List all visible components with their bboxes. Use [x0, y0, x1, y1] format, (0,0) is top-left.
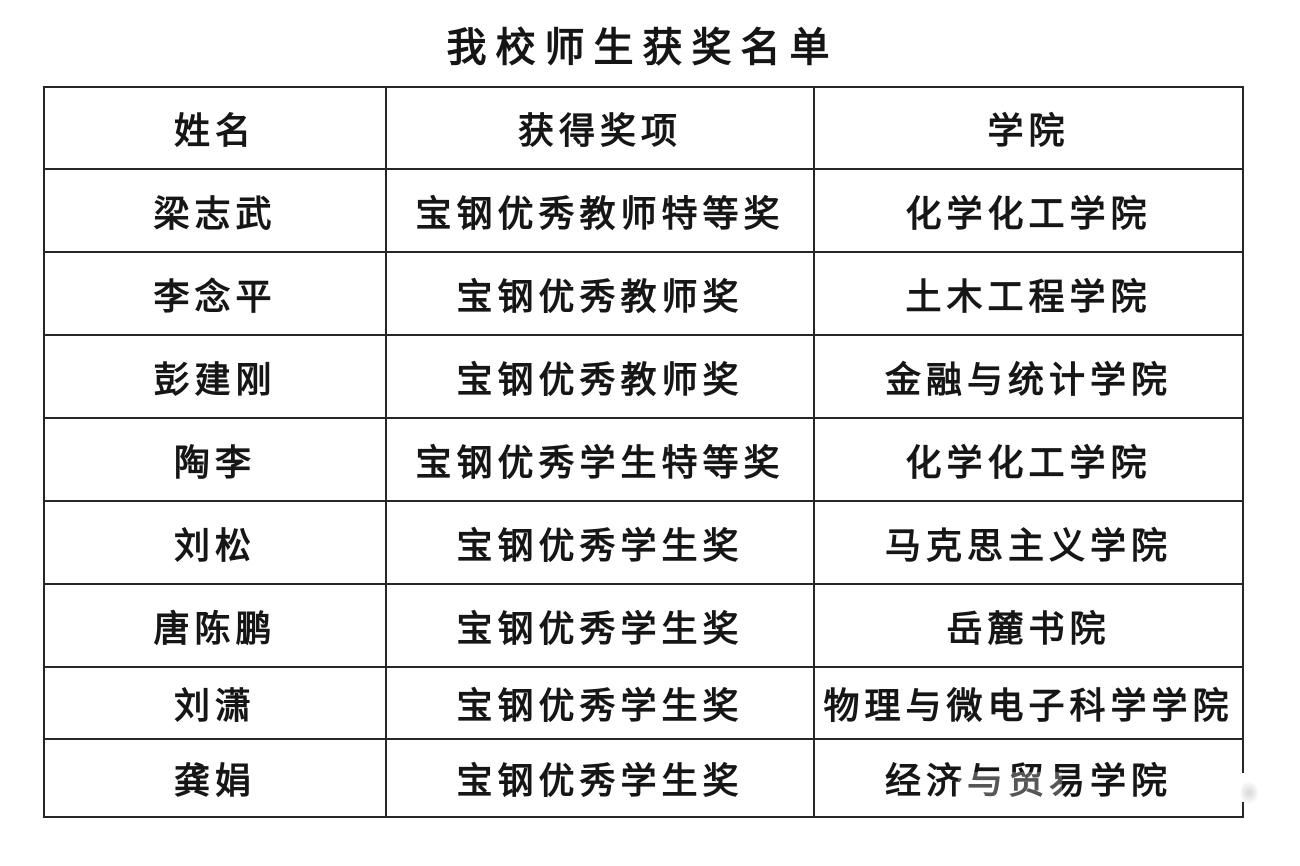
column-header-name: 姓名	[43, 86, 387, 170]
cell-college: 岳麓书院	[813, 583, 1244, 668]
cell-award: 宝钢优秀教师奖	[385, 334, 815, 419]
cell-college: 化学化工学院	[813, 168, 1244, 253]
table-row: 刘松 宝钢优秀学生奖 马克思主义学院	[43, 500, 1244, 585]
table-row: 陶李 宝钢优秀学生特等奖 化学化工学院	[43, 417, 1244, 502]
table-row: 刘潇 宝钢优秀学生奖 物理与微电子科学学院	[43, 666, 1244, 740]
cell-award: 宝钢优秀学生奖	[385, 583, 815, 668]
table-row: 唐陈鹏 宝钢优秀学生奖 岳麓书院	[43, 583, 1244, 668]
cell-college: 土木工程学院	[813, 251, 1244, 336]
cell-name: 陶李	[43, 417, 387, 502]
cell-name: 梁志武	[43, 168, 387, 253]
cell-award: 宝钢优秀学生奖	[385, 500, 815, 585]
cell-award: 宝钢优秀学生特等奖	[385, 417, 815, 502]
cell-college: 金融与统计学院	[813, 334, 1244, 419]
column-header-college: 学院	[813, 86, 1244, 170]
cell-award: 宝钢优秀教师奖	[385, 251, 815, 336]
cell-award: 宝钢优秀教师特等奖	[385, 168, 815, 253]
cell-college: 物理与微电子科学学院	[813, 666, 1244, 740]
cell-college: 化学化工学院	[813, 417, 1244, 502]
cell-name: 龚娟	[43, 738, 387, 818]
cell-name: 刘松	[43, 500, 387, 585]
cell-name: 刘潇	[43, 666, 387, 740]
cell-award: 宝钢优秀学生奖	[385, 666, 815, 740]
cell-name: 唐陈鹏	[43, 583, 387, 668]
cell-name: 李念平	[43, 251, 387, 336]
table-row: 李念平 宝钢优秀教师奖 土木工程学院	[43, 251, 1244, 336]
table-row: 龚娟 宝钢优秀学生奖 经济与贸易学院	[43, 738, 1244, 818]
column-header-award: 获得奖项	[385, 86, 815, 170]
cell-award: 宝钢优秀学生奖	[385, 738, 815, 818]
header-row: 姓名 获得奖项 学院	[43, 86, 1244, 170]
watermark-artifact-text-fade	[958, 772, 1062, 810]
watermark-artifact-border-gap	[1237, 773, 1245, 802]
table-row: 彭建刚 宝钢优秀教师奖 金融与统计学院	[43, 334, 1244, 419]
page-title: 我校师生获奖名单	[446, 25, 839, 70]
table-row: 梁志武 宝钢优秀教师特等奖 化学化工学院	[43, 168, 1244, 253]
cell-college: 经济与贸易学院	[813, 738, 1244, 818]
cell-name: 彭建刚	[43, 334, 387, 419]
awards-table: 姓名 获得奖项 学院 梁志武 宝钢优秀教师特等奖 化学化工学院 李念平 宝钢优秀…	[43, 86, 1244, 818]
watermark-artifact-smudge	[1241, 782, 1261, 806]
cell-college: 马克思主义学院	[813, 500, 1244, 585]
